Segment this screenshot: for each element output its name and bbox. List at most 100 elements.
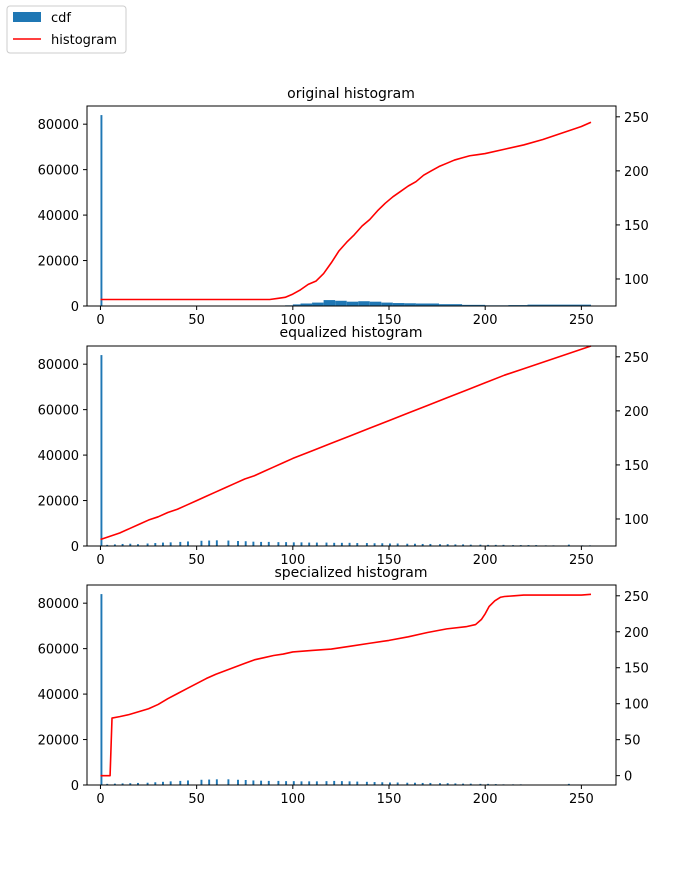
histogram-bar [446, 544, 449, 546]
plot-frame [86, 345, 617, 547]
plot-frame [86, 584, 617, 786]
histogram-bar [308, 781, 311, 785]
y-tick-label: 80000 [38, 597, 79, 612]
histogram-bar [285, 542, 288, 546]
histogram-bar [187, 780, 189, 785]
histogram-bar [300, 781, 303, 785]
histogram-bar [494, 544, 497, 546]
histogram-bar [113, 544, 116, 546]
histogram-bar [381, 782, 384, 785]
x-tick-label: 50 [188, 553, 205, 568]
histogram-bar [277, 780, 280, 785]
histogram-bar [325, 781, 328, 785]
histogram-bar [312, 302, 324, 306]
y-tick-label: 40000 [38, 209, 79, 224]
x-tick-label: 250 [569, 553, 594, 568]
histogram-bar [389, 543, 391, 546]
histogram-bar [129, 783, 132, 785]
histogram-bar [252, 541, 255, 546]
histogram-bar [208, 540, 211, 546]
histogram-bar [421, 782, 424, 785]
histogram-bar [567, 783, 570, 785]
y2-tick-label: 250 [624, 111, 649, 126]
histogram-bar [567, 544, 570, 546]
y-tick-label: 0 [71, 779, 79, 794]
y2-tick-label: 200 [624, 626, 649, 641]
y-tick-label: 60000 [38, 404, 79, 419]
histogram-bar [462, 783, 465, 785]
y-axis-left: 0 20000 40000 60000 80000 [38, 118, 87, 315]
x-tick-label: 0 [96, 553, 104, 568]
y2-tick-label: 0 [624, 770, 632, 785]
histogram-bar [396, 782, 399, 785]
histogram-bar [429, 782, 432, 785]
histogram-bar [162, 781, 164, 785]
legend-cdf-swatch [13, 12, 41, 22]
histogram-bar [285, 781, 288, 785]
y-tick-label: 20000 [38, 734, 79, 749]
histogram-bar [414, 543, 416, 546]
histogram-bar [333, 542, 336, 546]
y-tick-label: 40000 [38, 449, 79, 464]
histogram-bar [462, 544, 465, 546]
y2-tick-label: 200 [624, 405, 649, 420]
histogram-bar [267, 541, 270, 546]
histogram-bar [381, 543, 384, 546]
cdf-line [100, 121, 592, 301]
histogram-bar [129, 543, 132, 546]
subplot-original: original histogram 0 50 100 150 200 250 02000… [38, 86, 649, 328]
histogram-bar [406, 782, 409, 785]
histogram-bar [187, 541, 189, 546]
histogram-bar [365, 781, 368, 785]
chart-title: equalized histogram [279, 325, 422, 341]
x-tick-label: 150 [377, 792, 402, 807]
histogram-bar [325, 542, 328, 546]
y-axis-right: 100 150 200 250 [616, 351, 649, 528]
y-axis-right: 0 50 100 150 200 250 [616, 590, 649, 785]
histogram-bar [244, 541, 247, 546]
x-axis: 0 50 100 150 200 250 [96, 785, 594, 807]
y-axis-right: 100 150 200 250 [616, 111, 649, 288]
histogram-bar [487, 544, 490, 546]
histogram-bar [392, 303, 405, 306]
histogram-bar [252, 780, 255, 785]
histogram-bar [479, 544, 482, 546]
histogram-bar [406, 543, 409, 546]
histogram-bar [404, 303, 416, 306]
histogram-bar [215, 540, 218, 546]
histogram-bar [267, 780, 270, 785]
y-tick-label: 60000 [38, 164, 79, 179]
histogram-bar [415, 303, 440, 306]
y-tick-label: 80000 [38, 118, 79, 133]
histogram-bar [348, 542, 351, 546]
histogram-bar [454, 783, 457, 785]
x-tick-label: 200 [473, 553, 498, 568]
histogram-bar [454, 544, 457, 546]
histogram-bar [146, 543, 149, 546]
y-tick-label: 40000 [38, 688, 79, 703]
histogram-bar [421, 543, 424, 546]
y2-tick-label: 100 [624, 698, 649, 713]
histogram-bar [244, 780, 247, 785]
histogram-bar [292, 781, 295, 785]
histogram-bar [315, 542, 318, 546]
histogram-bar [100, 115, 103, 306]
histogram-bar [487, 783, 490, 785]
histogram-bar [439, 304, 463, 306]
histogram-bar [113, 783, 116, 785]
legend-histogram-label: histogram [51, 33, 117, 48]
histogram-bar [356, 781, 359, 785]
histogram-bar [429, 543, 432, 546]
histogram-bar [100, 594, 103, 785]
histogram-bar [200, 779, 203, 785]
y-tick-label: 0 [71, 300, 79, 315]
histogram-bar [169, 542, 172, 546]
histogram-bar [446, 783, 449, 785]
x-axis: 0 50 100 150 200 250 [96, 546, 594, 568]
histogram-bar [373, 782, 376, 785]
histogram-bar [381, 302, 393, 306]
histogram-bar [137, 544, 139, 546]
histogram-bar [335, 300, 347, 306]
histogram-bar [137, 782, 139, 785]
y2-tick-label: 150 [624, 459, 649, 474]
